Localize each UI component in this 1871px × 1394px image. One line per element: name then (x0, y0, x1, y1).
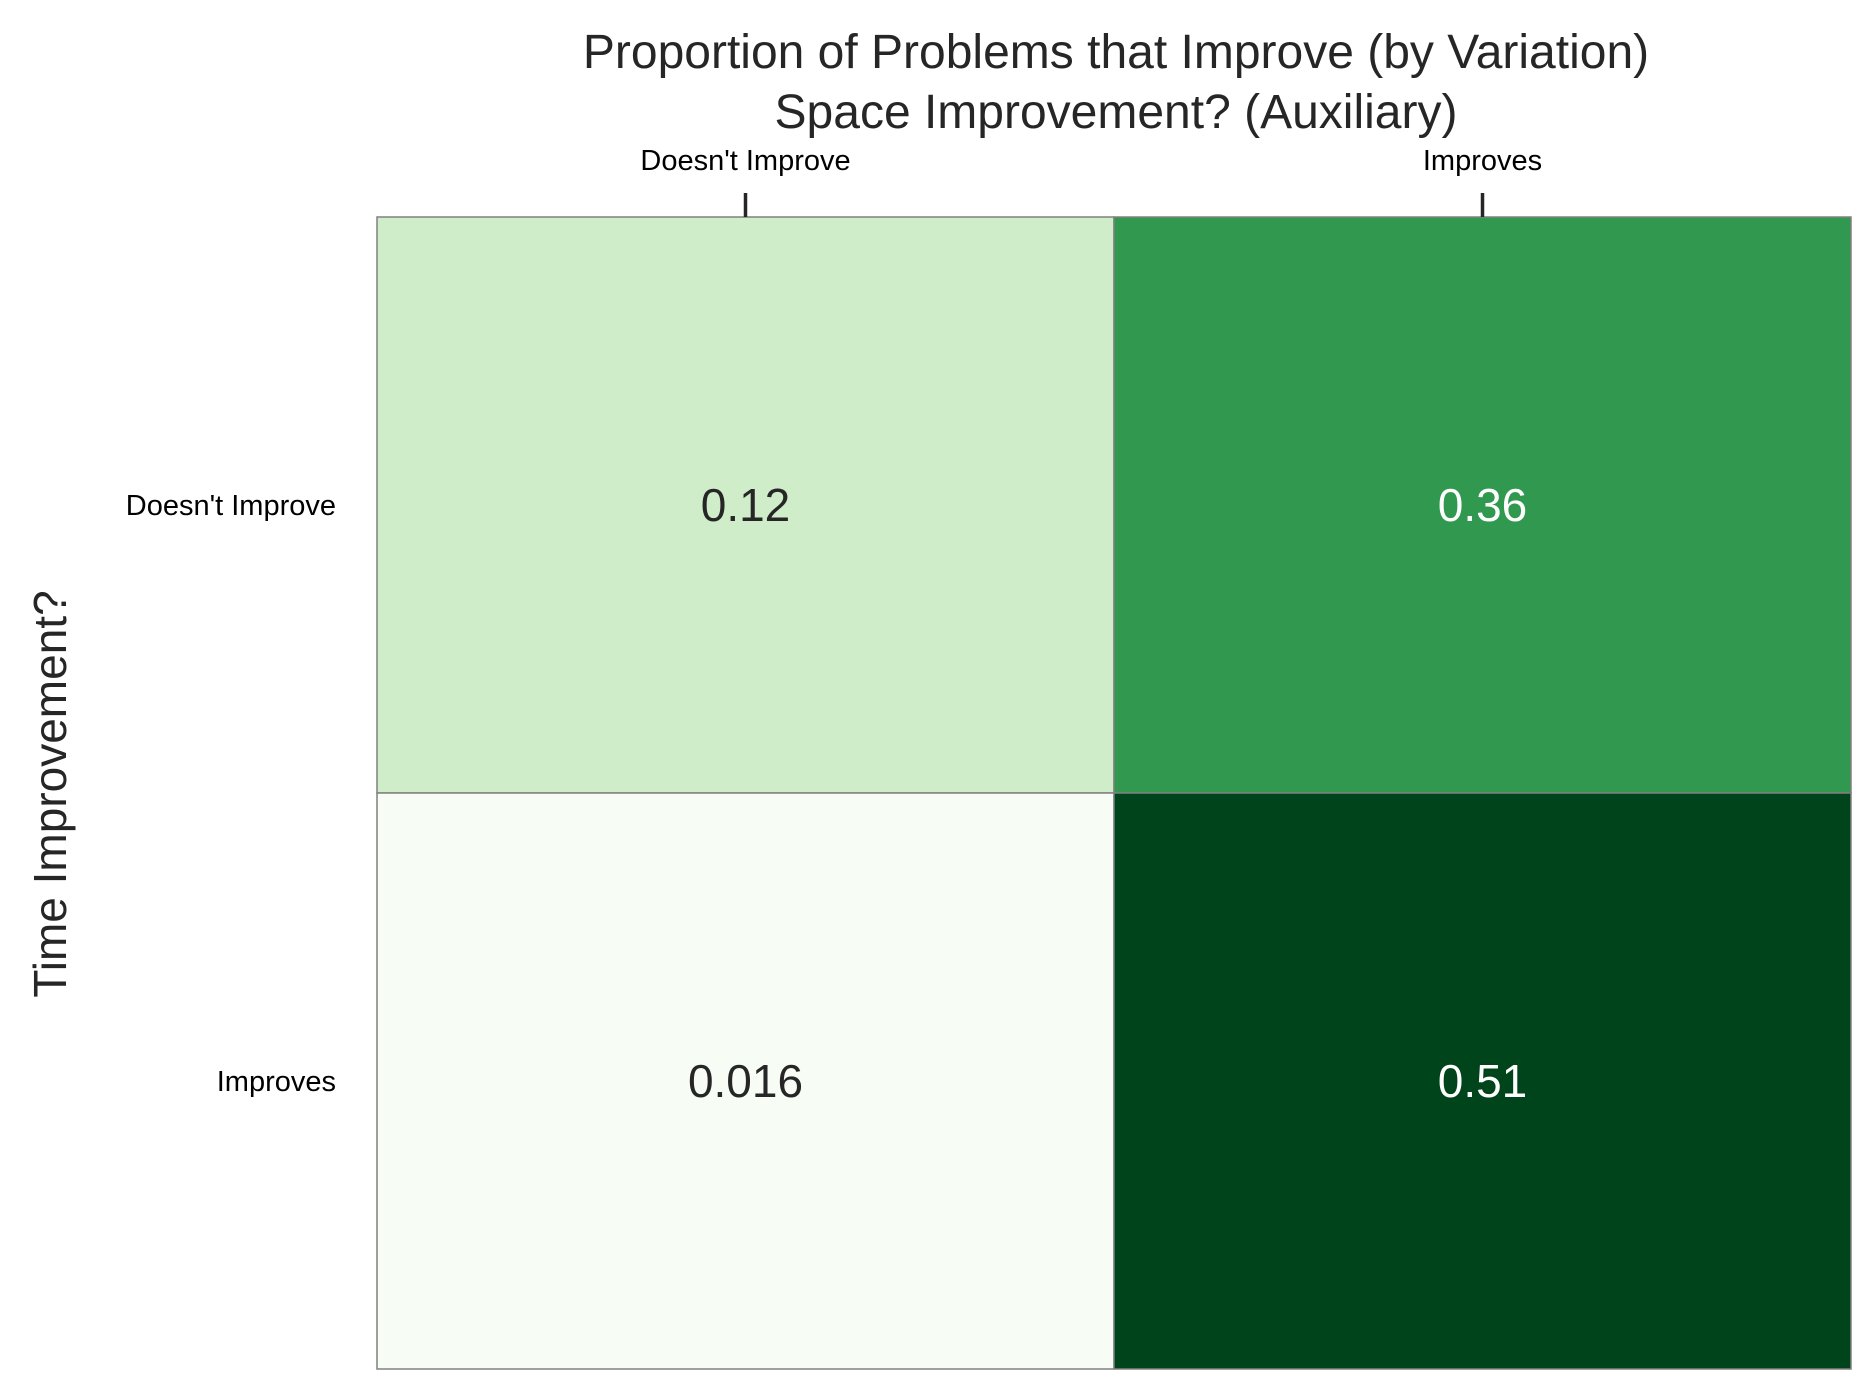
axis-ticks: Doesn't Improve Improves Doesn't Improve Im… (126, 145, 1542, 1098)
heatmap-cell-r1-c1 (1113, 792, 1852, 1370)
heatmap-cells (376, 216, 1852, 1370)
y-tick-label-1: Improves (217, 1066, 336, 1098)
x-tick-label-1: Improves (1423, 145, 1542, 177)
cell-value-label-r1-c0: 0.016 (688, 1055, 803, 1107)
y-tick-label-0: Doesn't Improve (126, 490, 336, 522)
x-tick-label-0: Doesn't Improve (640, 145, 850, 177)
heatmap-cell-r0-c1 (1113, 216, 1852, 794)
chart-subtitle: Space Improvement? (Auxiliary) (775, 86, 1458, 139)
cell-value-label-r1-c1: 0.51 (1438, 1055, 1528, 1107)
heatmap-cell-r1-c0 (376, 792, 1115, 1370)
heatmap-cell-r0-c0 (376, 216, 1115, 794)
chart-title: Proportion of Problems that Improve (by … (583, 26, 1649, 79)
cell-value-label-r0-c0: 0.12 (701, 479, 791, 531)
y-axis-label: Time Improvement? (24, 590, 76, 997)
cell-value-label-r0-c1: 0.36 (1438, 479, 1528, 531)
heatmap-cell-labels: 0.12 0.36 0.016 0.51 (688, 479, 1527, 1107)
